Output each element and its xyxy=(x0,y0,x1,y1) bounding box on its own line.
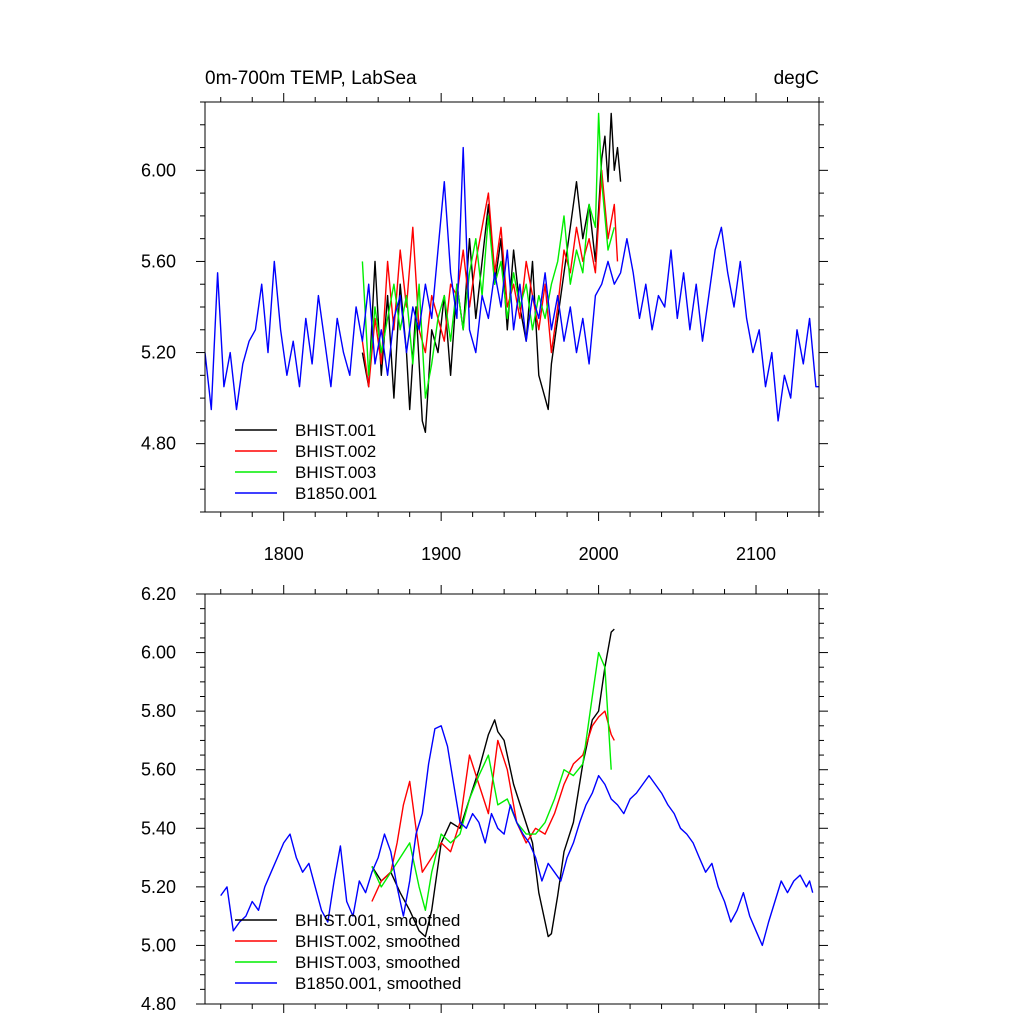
legend-label: BHIST.002 xyxy=(295,442,376,461)
x-tick-label: 2100 xyxy=(736,544,776,564)
series-line-3 xyxy=(361,112,615,399)
legend: BHIST.001 BHIST.002 BHIST.003 B1850.001 xyxy=(235,421,377,503)
series-line-4 xyxy=(205,146,819,422)
chart-units: degC xyxy=(774,68,819,89)
series-line-1 xyxy=(361,112,622,433)
y-tick-label: 5.60 xyxy=(141,251,176,271)
x-tick-label: 2000 xyxy=(579,544,619,564)
y-tick-label: 4.80 xyxy=(141,994,176,1014)
y-tick-label: 5.20 xyxy=(141,343,176,363)
legend-label: BHIST.001 xyxy=(295,421,376,440)
legend-label: BHIST.003 xyxy=(295,463,376,482)
series-line-1 xyxy=(371,628,615,938)
series-group xyxy=(220,628,814,947)
legend-label: B1850.001, smoothed xyxy=(295,974,461,993)
y-tick-label: 6.00 xyxy=(141,160,176,180)
series-line-4 xyxy=(220,725,814,947)
x-tick-label: 1800 xyxy=(264,544,304,564)
legend-label: BHIST.002, smoothed xyxy=(295,932,460,951)
y-tick-label: 5.40 xyxy=(141,818,176,838)
legend-label: BHIST.003, smoothed xyxy=(295,953,460,972)
chart-bottom-smoothed: 4.80 5.00 5.20 5.40 5.60 5.80 6.00 6.20 BHIST.00… xyxy=(141,584,828,1014)
y-tick-label: 6.20 xyxy=(141,584,176,604)
series-line-2 xyxy=(371,710,615,902)
legend-label: B1850.001 xyxy=(295,484,377,503)
series-group xyxy=(205,112,819,433)
legend-label: BHIST.001, smoothed xyxy=(295,911,460,930)
y-tick-label: 5.00 xyxy=(141,935,176,955)
series-line-3 xyxy=(371,651,612,911)
x-tick-label: 1900 xyxy=(421,544,461,564)
y-tick-label: 6.00 xyxy=(141,643,176,663)
chart-top-temperature: 0m-700m TEMP, LabSea degC 1800 1900 2000 21… xyxy=(141,68,828,564)
legend: BHIST.001, smoothed BHIST.002, smoothed BH… xyxy=(235,911,461,993)
y-tick-label: 5.80 xyxy=(141,701,176,721)
y-tick-label: 4.80 xyxy=(141,434,176,454)
chart-title: 0m-700m TEMP, LabSea xyxy=(205,68,417,89)
y-tick-label: 5.60 xyxy=(141,760,176,780)
y-tick-label: 5.20 xyxy=(141,877,176,897)
